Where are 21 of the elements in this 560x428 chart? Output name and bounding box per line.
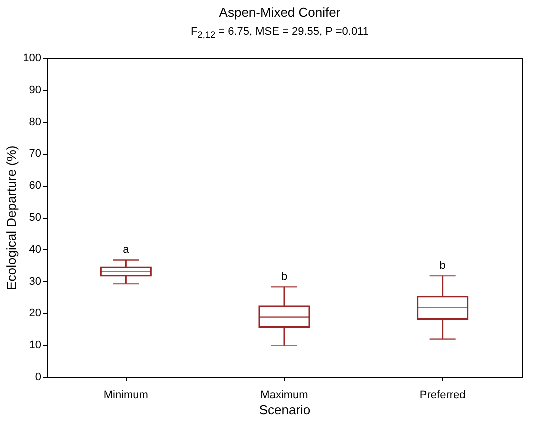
y-tick-label: 50 [29, 212, 42, 224]
y-tick-label: 0 [35, 372, 42, 384]
y-tick-label: 10 [29, 340, 42, 352]
y-tick-label: 80 [29, 116, 42, 128]
y-axis-title: Ecological Departure (%) [4, 146, 20, 290]
annotation: b [281, 271, 288, 284]
y-tick-label: 60 [29, 180, 42, 192]
chart-title: Aspen-Mixed Conifer [218, 5, 342, 20]
annotation: b [440, 260, 446, 272]
y-tick-label: 40 [29, 244, 42, 256]
y-tick-label: 100 [23, 52, 42, 64]
y-tick-label: 30 [29, 276, 42, 288]
annotation: a [123, 244, 130, 256]
chart-subtitle: F$_{2,12}$ = 6.75, MSE = 29.55, P =0.011 [190, 26, 370, 40]
y-tick-label: 20 [29, 308, 42, 320]
x-tick-label: Preferred [420, 390, 466, 402]
y-tick-label: 70 [29, 148, 42, 160]
x-tick-label: Maximum [260, 390, 308, 402]
x-axis-title: Scenario [259, 402, 311, 418]
x-tick-label: Minimum [104, 390, 148, 402]
y-tick-label: 90 [29, 84, 42, 96]
